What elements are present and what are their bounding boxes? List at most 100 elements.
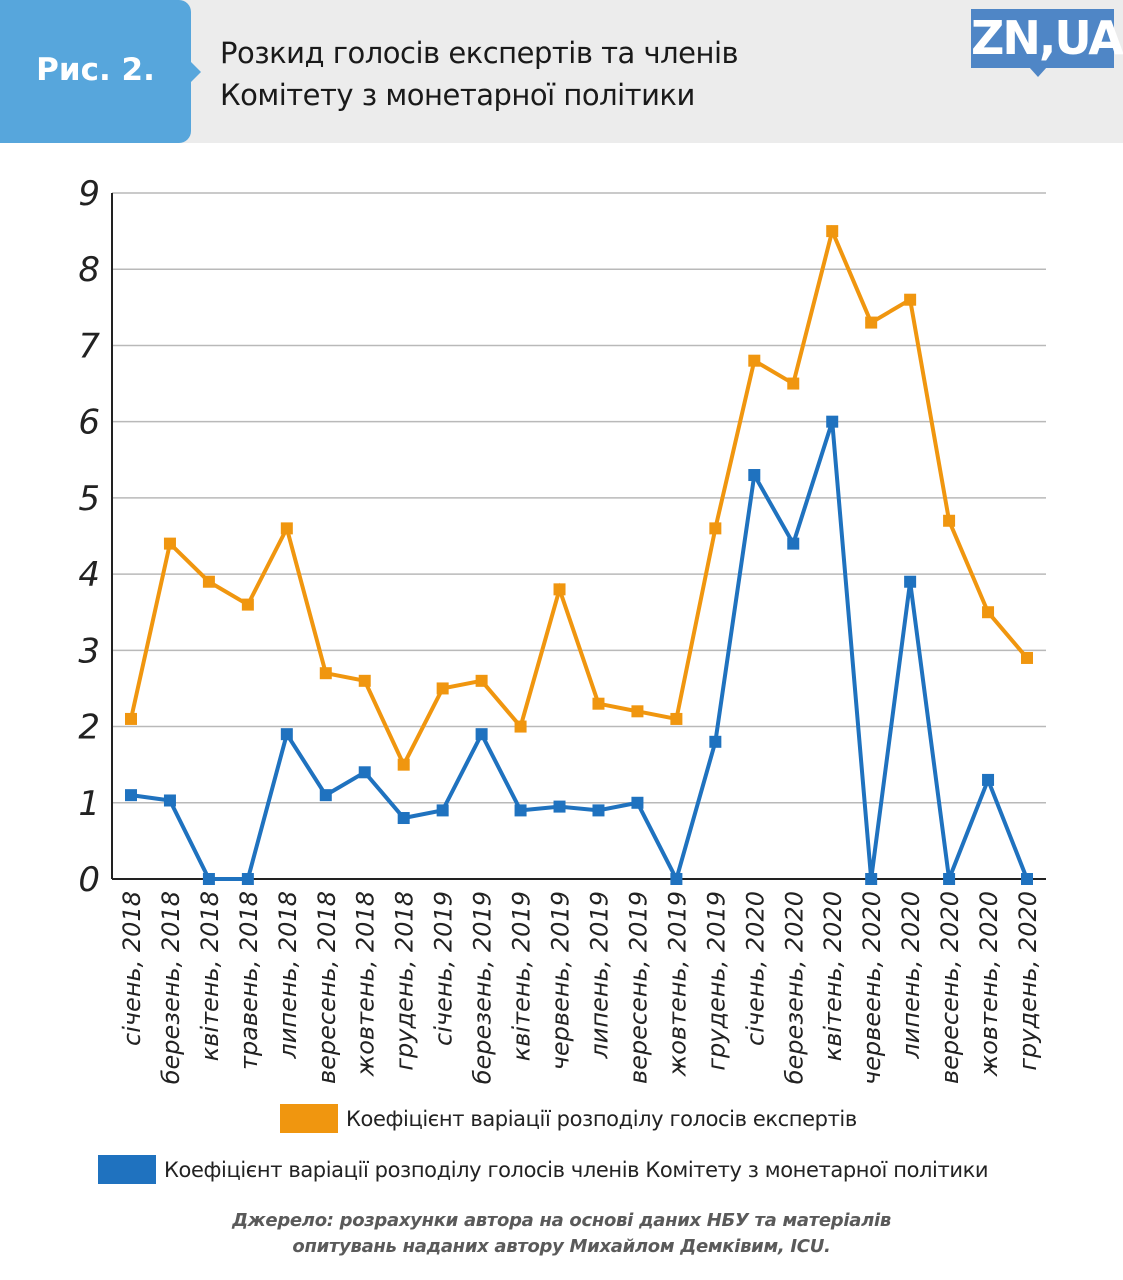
y-tick-label: 7 — [78, 326, 100, 366]
header: Рис. 2. Розкид голосів експертів та член… — [0, 0, 1123, 143]
x-tick-label: вересень, 2020 — [936, 891, 964, 1084]
series-layer — [125, 224, 1033, 885]
legend-item-experts: Коефіцієнт варіації розподілу голосів ек… — [280, 1104, 857, 1133]
y-tick-label: 4 — [78, 555, 100, 595]
source-line-1: Джерело: розрахунки автора на основі дан… — [232, 1210, 891, 1231]
x-tick-label: жовтень, 2018 — [352, 891, 380, 1077]
chart-title: Розкид голосів експертів та членів Коміт… — [220, 32, 739, 116]
data-point — [475, 674, 488, 687]
data-point — [397, 812, 410, 825]
data-point — [358, 674, 371, 687]
series-experts — [125, 224, 1033, 771]
figure-badge: Рис. 2. — [0, 0, 201, 143]
y-tick-label: 3 — [78, 631, 100, 671]
data-point — [553, 583, 566, 596]
source-line-2: опитувань наданих автору Михайлом Демків… — [292, 1236, 831, 1257]
data-point — [125, 789, 137, 802]
y-tick-label: 2 — [78, 708, 100, 748]
data-point — [475, 728, 488, 741]
y-tick-label: 1 — [78, 784, 100, 824]
gridlines — [112, 192, 1046, 804]
data-point — [436, 804, 449, 817]
data-point — [202, 575, 215, 588]
y-axis-ticks: 0 1 2 3 4 5 6 7 8 9 — [78, 174, 100, 900]
zn-ua-logo: ZN,UA — [971, 9, 1123, 77]
data-point — [670, 873, 683, 885]
data-point — [241, 873, 254, 885]
series-line — [130, 421, 1029, 885]
title-line-2: Комітету з монетарної політики — [220, 78, 695, 112]
data-point — [592, 697, 605, 710]
data-point — [202, 873, 215, 885]
data-point — [553, 800, 566, 813]
x-tick-label: вересень, 2018 — [313, 891, 341, 1084]
data-point — [943, 873, 956, 885]
y-tick-label: 6 — [78, 403, 100, 443]
source-note: Джерело: розрахунки автора на основі дан… — [0, 1208, 1123, 1260]
x-tick-label: березень, 2020 — [780, 891, 808, 1084]
data-point — [280, 522, 293, 535]
data-point — [865, 316, 878, 329]
data-point — [982, 606, 995, 619]
data-point — [748, 354, 761, 367]
x-tick-label: квітень, 2020 — [819, 891, 847, 1061]
data-point — [709, 522, 722, 535]
data-point — [631, 796, 644, 809]
x-tick-label: січень, 2019 — [430, 891, 458, 1046]
data-point — [241, 598, 254, 611]
legend-label-experts: Коефіцієнт варіації розподілу голосів ек… — [346, 1106, 857, 1131]
data-point — [748, 469, 761, 482]
x-tick-label: травень, 2018 — [235, 891, 263, 1070]
data-point — [982, 773, 995, 786]
data-point — [125, 712, 137, 725]
data-point — [163, 794, 176, 807]
x-tick-label: січень, 2018 — [118, 891, 146, 1046]
x-axis-ticks: січень, 2018 березень, 2018 квітень, 2018 т… — [118, 891, 1042, 1085]
x-tick-label: жовтень, 2019 — [663, 891, 691, 1077]
data-point — [319, 789, 332, 802]
legend-swatch-committee — [98, 1155, 156, 1184]
x-tick-label: березень, 2018 — [157, 891, 185, 1084]
data-point — [319, 667, 332, 680]
data-point — [787, 377, 800, 390]
data-point — [865, 873, 878, 885]
data-point — [436, 682, 449, 695]
data-point — [163, 537, 176, 550]
series-line — [129, 224, 1029, 770]
y-tick-label: 9 — [78, 174, 100, 214]
data-point — [826, 225, 839, 238]
data-point — [397, 758, 410, 771]
legend-item-committee: Коефіцієнт варіації розподілу голосів чл… — [98, 1155, 989, 1184]
data-point — [1021, 651, 1033, 664]
x-tick-label: червень, 2019 — [547, 891, 575, 1070]
data-point — [514, 720, 527, 733]
data-point — [631, 705, 644, 718]
data-point — [358, 766, 371, 779]
data-point — [943, 514, 956, 527]
x-tick-label: грудень, 2019 — [702, 891, 730, 1071]
figure-label: Рис. 2. — [36, 52, 155, 88]
legend-label-committee: Коефіцієнт варіації розподілу голосів чл… — [164, 1157, 989, 1182]
line-chart: 0 1 2 3 4 5 6 7 8 9 січень, 2018 березень, 2018 кві… — [78, 174, 1046, 1085]
title-line-1: Розкид голосів експертів та членів — [220, 36, 739, 70]
x-tick-label: вересень, 2019 — [624, 891, 652, 1084]
x-tick-label: квітень, 2019 — [508, 891, 536, 1061]
series-committee — [125, 415, 1033, 885]
x-tick-label: січень, 2020 — [741, 891, 769, 1046]
data-point — [1021, 873, 1033, 885]
x-tick-label: квітень, 2018 — [196, 891, 224, 1061]
y-tick-label: 5 — [78, 479, 100, 519]
x-tick-label: липень, 2018 — [274, 891, 302, 1060]
data-point — [904, 293, 917, 306]
x-tick-label: грудень, 2020 — [1014, 891, 1042, 1071]
x-tick-label: березень, 2019 — [469, 891, 497, 1084]
x-tick-label: липень, 2020 — [897, 891, 925, 1060]
data-point — [787, 537, 800, 550]
data-point — [592, 804, 605, 817]
x-tick-label: червеень, 2020 — [858, 891, 886, 1085]
y-tick-label: 0 — [78, 860, 100, 900]
y-tick-label: 8 — [78, 250, 100, 290]
x-tick-label: грудень, 2018 — [391, 891, 419, 1071]
data-point — [514, 804, 527, 817]
data-point — [670, 712, 683, 725]
